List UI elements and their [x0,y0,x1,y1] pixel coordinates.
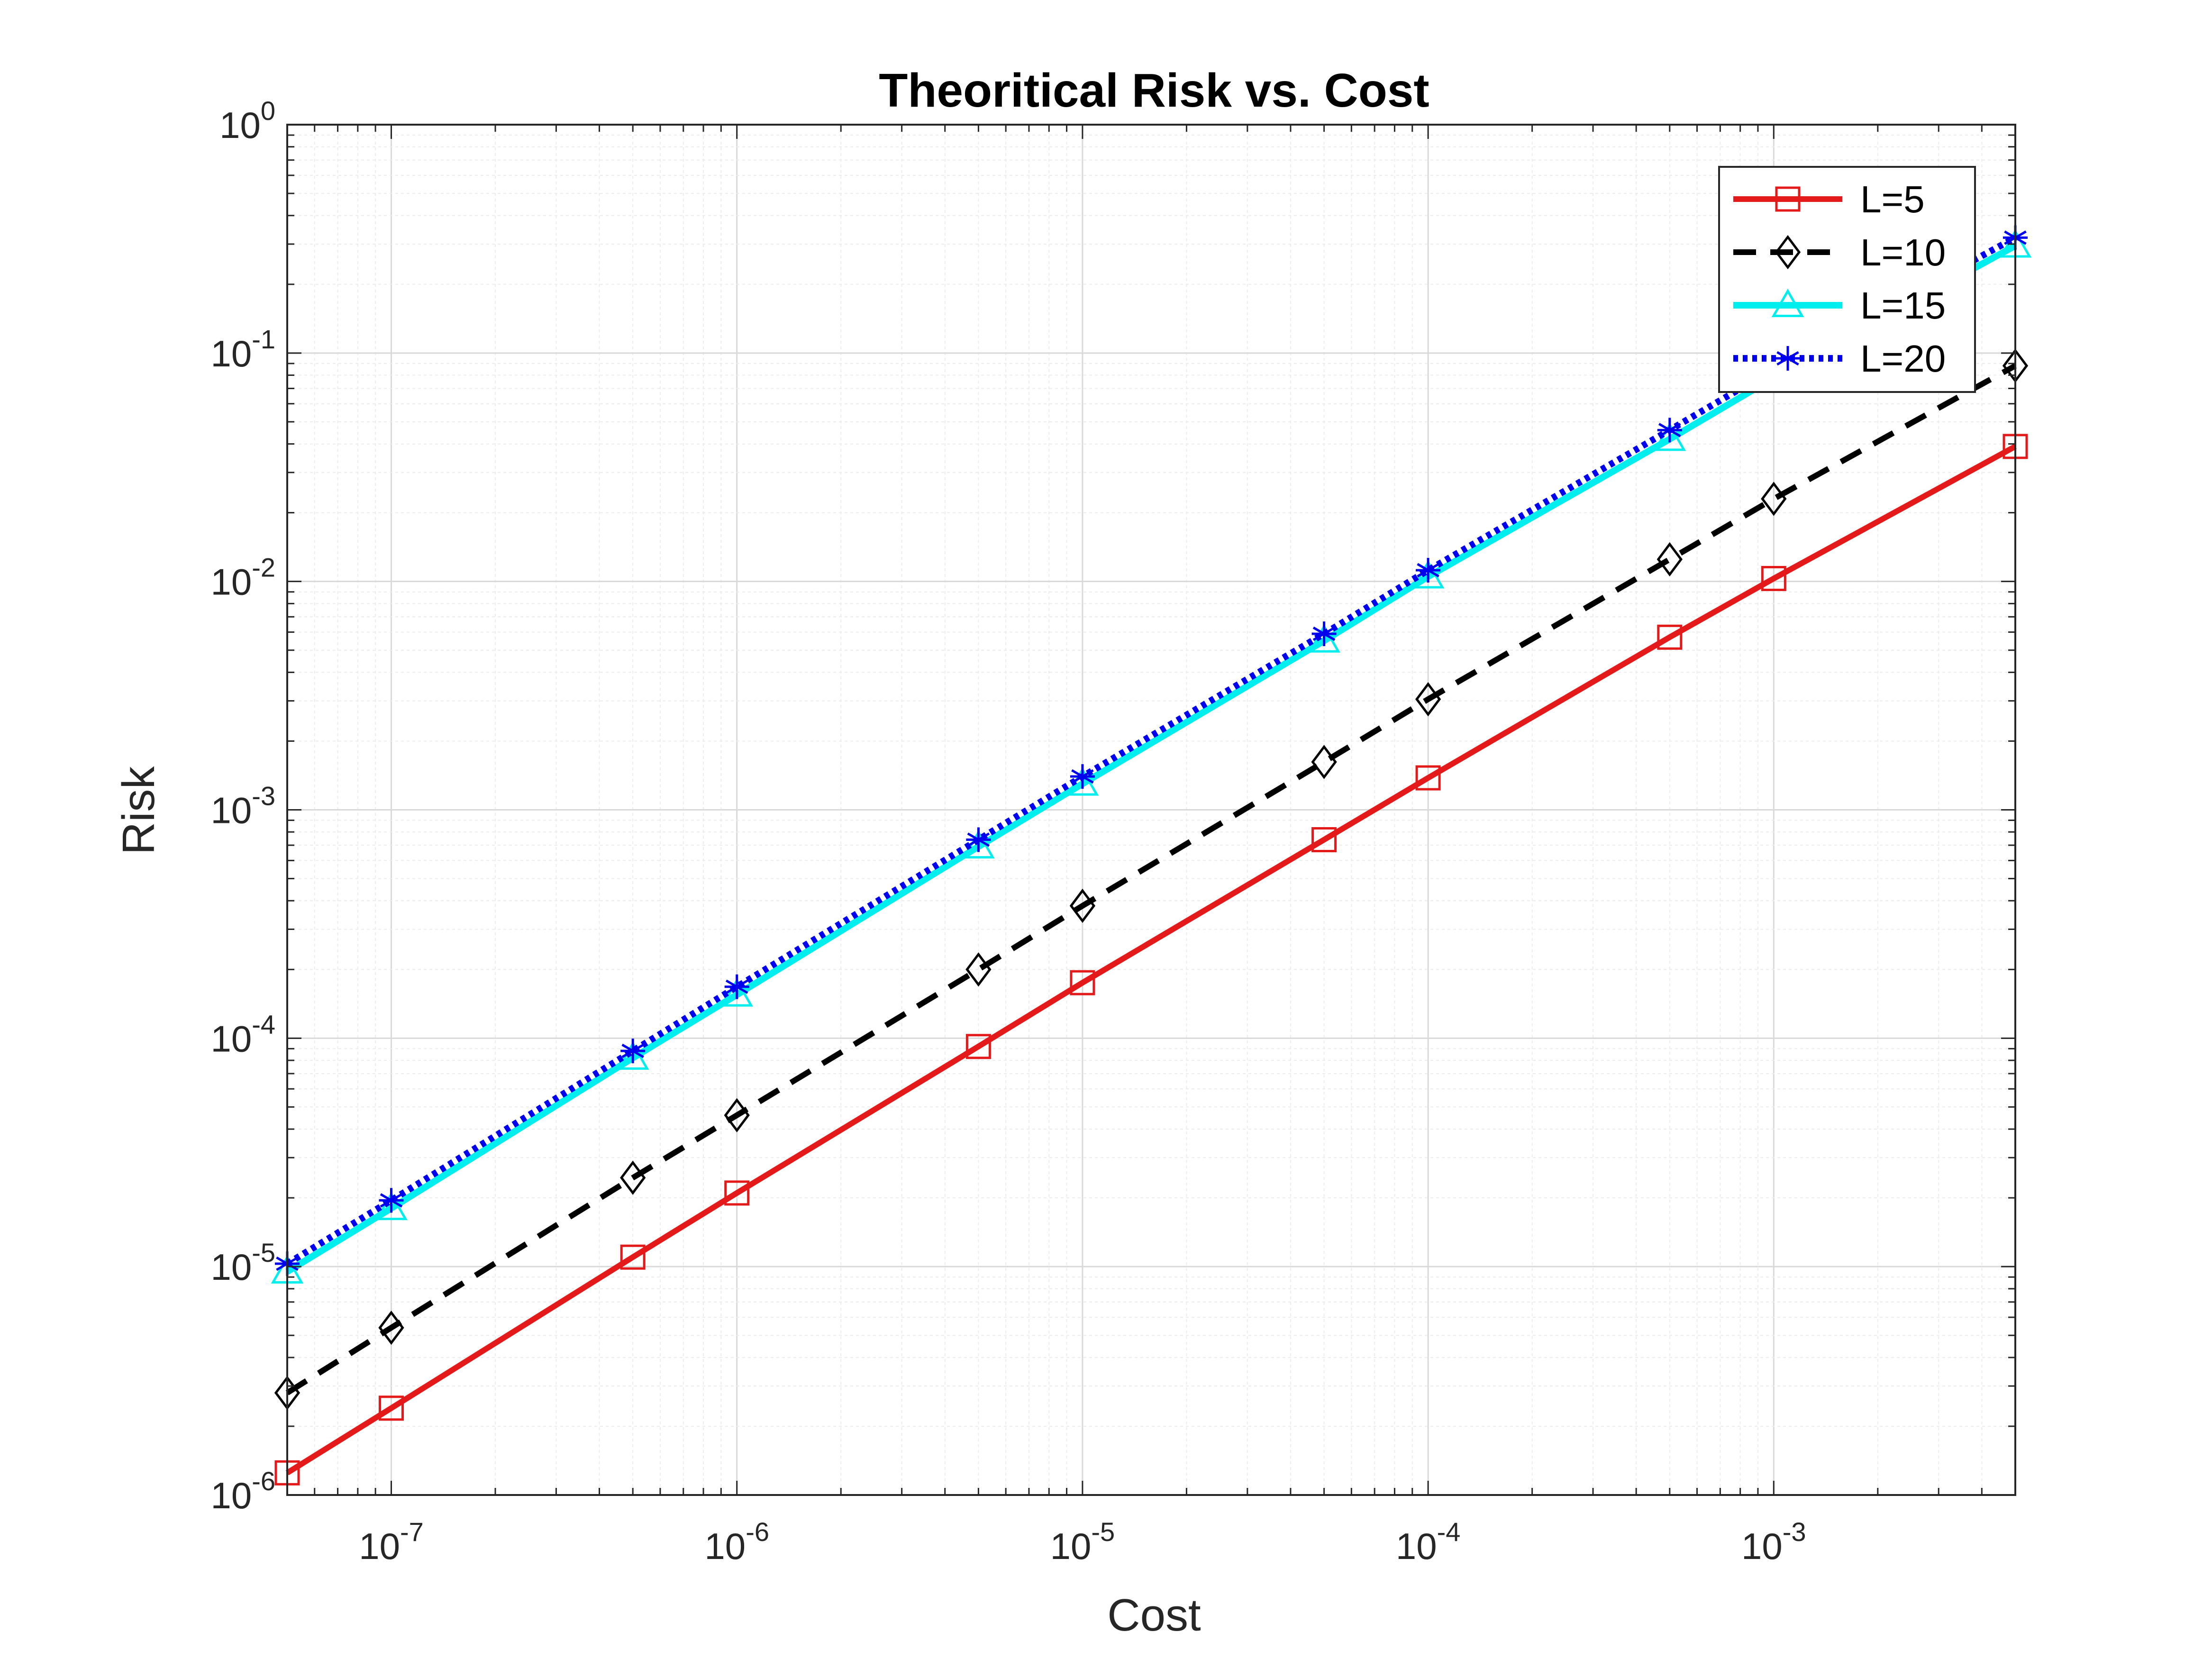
data-point [1070,764,1095,789]
data-point [1657,418,1682,443]
y-tick-label: 100 [219,96,275,146]
data-point [1069,888,1096,923]
data-point [724,1180,750,1206]
y-tick-label: 10-6 [210,1466,275,1516]
legend-marker [1775,186,1801,212]
legend-marker [1771,288,1804,317]
data-point [1311,827,1337,853]
data-point [1415,765,1441,791]
data-point [379,1188,404,1213]
data-point [1761,565,1786,591]
data-point [1657,542,1683,577]
x-tick-label: 10-7 [359,1517,424,1567]
data-point [1311,745,1337,779]
data-point [620,1160,646,1195]
legend-label: L=20 [1860,337,1946,380]
y-tick-label: 10-1 [210,324,275,374]
y-axis-label: Risk [113,766,164,855]
legend: L=5 L=10 L=15 L=20 [1718,166,1976,393]
tick-marks [286,124,2016,1496]
legend-label: L=15 [1860,284,1946,327]
data-point [724,974,749,999]
legend-marker [1775,235,1801,270]
legend-label: L=10 [1860,231,1946,273]
data-point [1070,970,1095,995]
data-point [620,1244,646,1270]
y-tick-label: 10-4 [210,1009,275,1059]
data-point [720,978,754,1007]
chart-title: Theoritical Risk vs. Cost [879,64,1429,117]
x-tick-label: 10-3 [1741,1517,1806,1567]
legend-box [1718,166,1976,393]
data-point [1657,624,1683,650]
x-axis-label: Cost [1107,1590,1201,1641]
y-tick-label: 10-5 [210,1238,275,1288]
x-tick-labels: 10-7 10-6 10-5 10-4 10-3 [359,1517,1806,1567]
y-tick-labels: 100 10-1 10-2 10-3 10-4 10-5 10-6 [210,96,275,1516]
data-point [724,1098,750,1132]
series-line [285,444,2017,1476]
data-point [375,1192,408,1221]
x-tick-label: 10-5 [1050,1517,1115,1567]
y-tick-label: 10-2 [210,553,275,603]
data-point [1416,557,1441,583]
series-line [285,363,2017,1395]
legend-item-l10: L=10 [1733,231,1946,273]
data-point [379,1395,404,1421]
legend-item-l20: L=20 [1733,337,1946,380]
y-tick-label: 10-3 [210,781,275,831]
data-point [965,1034,991,1059]
x-tick-label: 10-4 [1396,1517,1461,1567]
legend-item-l15: L=15 [1733,284,1946,327]
data-point [965,952,992,987]
data-point [1761,482,1787,516]
data-point [378,1310,404,1345]
data-point [1311,621,1337,647]
data-point [966,827,991,852]
data-point [1415,682,1441,717]
legend-label: L=5 [1860,178,1925,220]
data-point [620,1039,646,1064]
legend-item-l5: L=5 [1733,178,1925,220]
legend-marker [1775,346,1800,371]
legend-items: L=5 L=10 L=15 L=20 [1733,178,1946,380]
x-tick-label: 10-6 [704,1517,769,1567]
